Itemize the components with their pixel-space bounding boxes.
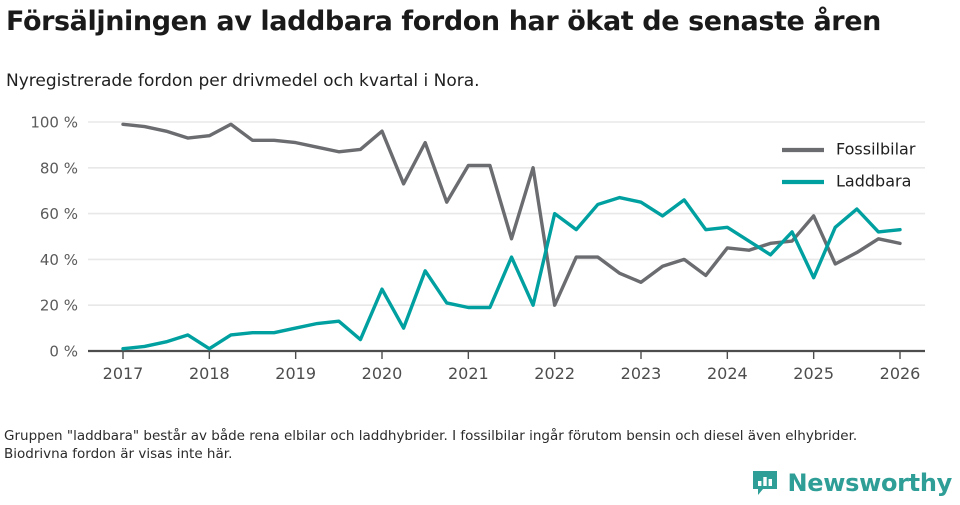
x-axis-tick-label: 2025 (793, 364, 834, 383)
x-axis-tick-label: 2018 (189, 364, 230, 383)
series-line-laddbara (121, 195, 902, 351)
bar-chart-bubble-icon (750, 468, 780, 498)
x-axis-tick-label: 2017 (103, 364, 144, 383)
x-axis-tick-label: 2024 (707, 364, 748, 383)
y-axis-tick-label: 100 % (30, 114, 78, 132)
newsworthy-logo: Newsworthy (750, 468, 952, 498)
series-line-fossilbilar (121, 122, 902, 307)
legend-label-laddbara: Laddbara (836, 172, 911, 191)
y-axis-tick-label: 40 % (40, 251, 78, 269)
x-axis-tick-label: 2020 (362, 364, 403, 383)
x-axis-tick-label: 2022 (534, 364, 575, 383)
x-axis-tick-label: 2019 (275, 364, 316, 383)
line-chart: 0 % 20 % 40 % 60 % 80 % 100 % 2017 2018 2019 2020… (30, 114, 925, 383)
chart-footnote: Gruppen "laddbara" består av både rena e… (4, 428, 858, 462)
page-title: Försäljningen av laddbara fordon har öka… (6, 6, 881, 37)
y-axis-tick-label: 0 % (49, 343, 78, 361)
x-axis-tick-label: 2023 (621, 364, 662, 383)
y-axis-tick-label: 60 % (40, 205, 78, 223)
y-axis-tick-label: 80 % (40, 159, 78, 177)
y-axis-tick-label: 20 % (40, 297, 78, 315)
legend-label-fossilbilar: Fossilbilar (836, 140, 916, 159)
x-axis-tick-label: 2021 (448, 364, 489, 383)
logo-text: Newsworthy (787, 469, 952, 497)
page-subtitle: Nyregistrerade fordon per drivmedel och … (6, 71, 480, 91)
x-axis-tick-label: 2026 (880, 364, 921, 383)
chart-container: 0 % 20 % 40 % 60 % 80 % 100 % 2017 2018 2019 2020… (0, 108, 960, 398)
